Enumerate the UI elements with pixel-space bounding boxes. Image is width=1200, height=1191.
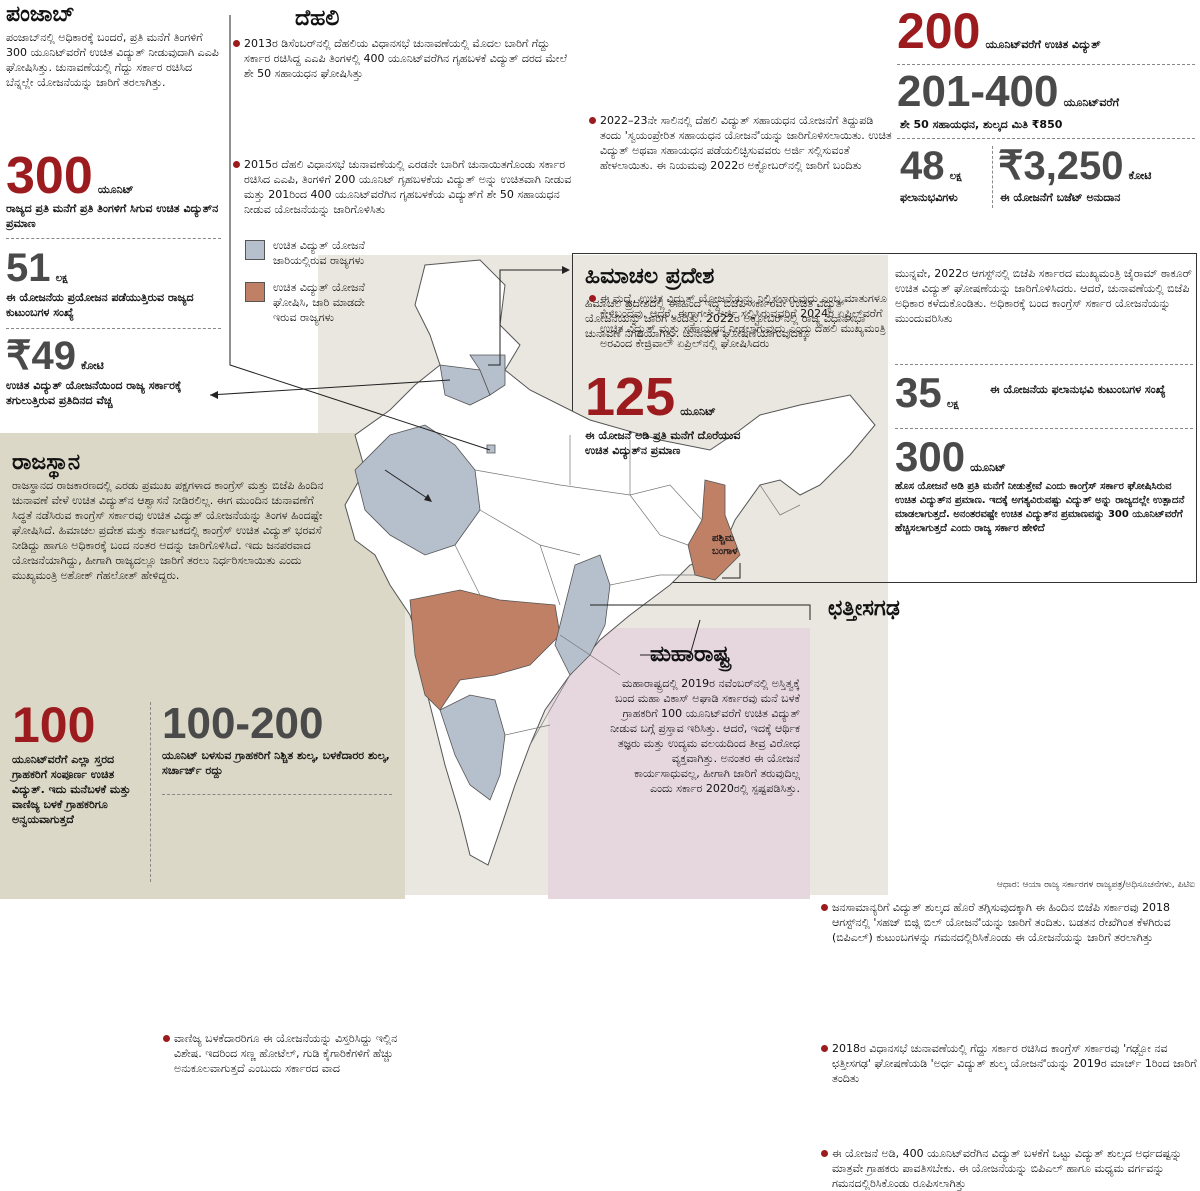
punjab-stat-49: ₹49 ಕೋಟಿ	[6, 336, 104, 376]
rajasthan-title: ರಾಜಸ್ಥಾನ	[12, 450, 81, 475]
delhi-stat3-value: 48	[900, 144, 945, 188]
legend-swatch-announced	[245, 282, 265, 302]
legend-swatch-implemented	[245, 240, 265, 260]
punjab-stat2-caption: ಈ ಯೋಜನೆಯ ಪ್ರಯೋಜನ ಪಡೆಯುತ್ತಿರುವ ರಾಜ್ಯದ ಕುಟ…	[6, 291, 194, 319]
himachal-stat-35: 35 ಲಕ್ಷ	[895, 372, 959, 414]
punjab-stat3-unit: ಕೋಟಿ	[81, 359, 104, 372]
divider	[897, 64, 1195, 65]
himachal-stat2-caption: ಈ ಯೋಜನೆಯ ಫಲಾನುಭವಿ ಕುಟುಂಬಗಳ ಸಂಖ್ಯೆ	[990, 383, 1166, 396]
punjab-title: ಪಂಜಾಬ್	[6, 2, 75, 27]
divider	[895, 428, 1193, 429]
divider	[6, 238, 221, 239]
punjab-stat1-value: 300	[6, 147, 93, 205]
map-state-karnataka	[439, 694, 506, 801]
chhattisgarh-bullet-1: ಜನಸಾಮಾನ್ಯರಿಗೆ ವಿದ್ಯುತ್ ಶುಲ್ಕದ ಹೊರೆ ತಗ್ಗಿ…	[820, 900, 1200, 945]
india-map	[344, 259, 876, 866]
himachal-body-2: ಮುನ್ನವೇ, 2022ರ ಆಗಸ್ಟ್‌ನಲ್ಲಿ ಬಿಜೆಪಿ ಸರ್ಕಾ…	[895, 267, 1192, 325]
source-credit: ಆಧಾರ: ಆಯಾ ರಾಜ್ಯ ಸರ್ಕಾರಗಳ ರಾಜ್ಯಪತ್ರ/ಅಧಿಸೂ…	[996, 880, 1195, 890]
map-state-west-bengal	[687, 479, 741, 581]
chhattisgarh-bullet-2: 2018ರ ವಿಧಾನಸಭೆ ಚುನಾವಣೆಯಲ್ಲಿ ಗೆದ್ದು ಸರ್ಕಾ…	[820, 1041, 1200, 1086]
divider	[150, 702, 151, 882]
delhi-stat4-value: ₹3,250	[998, 144, 1124, 188]
divider	[162, 794, 392, 795]
maharashtra-title: ಮಹಾರಾಷ್ಟ್ರ	[650, 642, 731, 667]
divider	[6, 328, 221, 329]
delhi-stat2-caption: ಶೇ 50 ಸಹಾಯಧನ, ಶುಲ್ಕದ ಮಿತಿ ₹850	[900, 118, 1063, 131]
maharashtra-panel	[548, 628, 810, 899]
himachal-stat1-caption: ಈ ಯೋಜನೆ ಅಡಿ ಪ್ರತಿ ಮನೆಗೆ ದೊರೆಯುವ ಉಚಿತ ವಿದ…	[585, 429, 741, 457]
west-bengal-label: ಪಶ್ಚಿಮ ಬಂಗಾಳ	[712, 533, 738, 557]
himachal-stat-125: 125 ಯೂನಿಟ್	[585, 370, 716, 424]
delhi-bullet-2: 2015ರ ದೆಹಲಿ ವಿಧಾನಸಭೆ ಚುನಾವಣೆಯಲ್ಲಿ ಎರಡನೇ …	[232, 157, 574, 217]
map-state-punjab	[439, 364, 491, 406]
legend-item-1: ಉಚಿತ ವಿದ್ಯುತ್ ಯೋಜನೆ ಜಾರಿಯಲ್ಲಿರುವ ರಾಜ್ಯಗಳ…	[273, 239, 365, 267]
map-state-maharashtra	[409, 589, 561, 711]
himachal-stat1-value: 125	[585, 367, 676, 427]
delhi-stat1-value: 200	[897, 3, 981, 59]
legend: ಉಚಿತ ವಿದ್ಯುತ್ ಯೋಜನೆ ಜಾರಿಯಲ್ಲಿರುವ ರಾಜ್ಯಗಳ…	[245, 238, 395, 325]
himachal-stat-300: 300 ಯೂನಿಟ್	[895, 436, 1006, 478]
punjab-stat3-caption: ಉಚಿತ ವಿದ್ಯುತ್ ಯೋಜನೆಯಿಂದ ರಾಜ್ಯ ಸರ್ಕಾರಕ್ಕೆ…	[6, 379, 182, 407]
punjab-body: ಪಂಜಾಬ್‌ನಲ್ಲಿ ಅಧಿಕಾರಕ್ಕೆ ಬಂದರೆ, ಪ್ರತಿ ಮನೆ…	[6, 31, 219, 89]
divider	[895, 364, 1193, 365]
rajasthan-panel	[0, 433, 405, 899]
divider	[992, 146, 993, 208]
delhi-bullet-4: ಈ ಮಧ್ಯೆ, ಉಚಿತ ವಿದ್ಯುತ್ ಯೋಜನೆಯನ್ನು ನಿಲ್ಲಿ…	[588, 291, 895, 351]
delhi-stat3-caption: ಫಲಾನುಭವಿಗಳು	[900, 191, 958, 204]
divider	[897, 138, 1195, 139]
map-state-borders	[454, 435, 801, 746]
rajasthan-stat2-caption: ಯೂನಿಟ್ ಬಳಸುವ ಗ್ರಾಹಕರಿಗೆ ನಿಶ್ಚಿತ ಶುಲ್ಕ, ಬ…	[162, 749, 390, 777]
punjab-stat1-unit: ಯೂನಿಟ್	[97, 183, 134, 196]
himachal-stat3-unit: ಯೂನಿಟ್	[970, 461, 1006, 474]
leader-lines	[209, 15, 811, 656]
himachal-stat2-unit: ಲಕ್ಷ	[946, 399, 959, 410]
rajasthan-body: ರಾಜಸ್ಥಾನದ ರಾಜಕಾರಣದಲ್ಲಿ ಎರಡು ಪ್ರಮುಖ ಪಕ್ಷಗ…	[12, 479, 324, 582]
delhi-stat-201-400: 201-400 ಯೂನಿಟ್‌ವರೆಗೆ	[897, 70, 1197, 114]
delhi-bullet-3: 2022–23ನೇ ಸಾಲಿನಲ್ಲಿ ದೆಹಲಿ ವಿದ್ಯುತ್ ಸಹಾಯಧ…	[588, 113, 895, 173]
himachal-stat3-value: 300	[895, 433, 966, 480]
legend-item-2: ಉಚಿತ ವಿದ್ಯುತ್ ಯೋಜನೆ ಘೋಷಿಸಿ, ಜಾರಿ ಮಾಡದೇ ಇ…	[273, 281, 365, 324]
rajasthan-stat1-value: 100	[12, 697, 96, 753]
himachal-stat1-unit: ಯೂನಿಟ್	[680, 405, 716, 418]
chhattisgarh-bullet-3: ಈ ಯೋಜನೆ ಅಡಿ, 400 ಯೂನಿಟ್‌ವರೆಗಿನ ವಿದ್ಯುತ್ …	[820, 1146, 1200, 1191]
rajasthan-stat2-value: 100-200	[162, 699, 324, 748]
rajasthan-note: ವಾಣಿಜ್ಯ ಬಳಕೆದಾರರಿಗೂ ಈ ಯೋಜನೆಯನ್ನು ವಿಸ್ತರಿ…	[162, 1031, 404, 1076]
rajasthan-stat1-caption: ಯೂನಿಟ್‌ವರೆಗೆ ಎಲ್ಲಾ ಸ್ತರದ ಗ್ರಾಹಕರಿಗೆ ಸಂಪೂ…	[12, 753, 131, 826]
himachal-title: ಹಿಮಾಚಲ ಪ್ರದೇಶ	[585, 264, 715, 289]
delhi-stat-200: 200 ಯೂನಿಟ್‌ವರೆಗೆ ಉಚಿತ ವಿದ್ಯುತ್	[897, 6, 1197, 56]
delhi-stat-3250: ₹3,250 ಕೋಟಿ	[998, 146, 1198, 186]
delhi-stat4-unit: ಕೋಟಿ	[1128, 169, 1152, 182]
punjab-stat-51: 51 ಲಕ್ಷ	[6, 248, 68, 288]
delhi-stat2-unit: ಯೂನಿಟ್‌ವರೆಗೆ	[1063, 96, 1119, 109]
chhattisgarh-title: ಛತ್ತೀಸಗಢ	[828, 596, 900, 621]
delhi-bullet-1: 2013ರ ಡಿಸೆಂಬರ್‌ನಲ್ಲಿ ದೆಹಲಿಯ ವಿಧಾನಸಭೆ ಚುನ…	[232, 36, 574, 81]
delhi-stat3-unit: ಲಕ್ಷ	[949, 171, 962, 182]
punjab-stat-300: 300 ಯೂನಿಟ್	[6, 150, 134, 202]
punjab-stat1-caption: ರಾಜ್ಯದ ಪ್ರತಿ ಮನೆಗೆ ಪ್ರತಿ ತಿಂಗಳಿಗೆ ಸಿಗುವ …	[6, 202, 219, 230]
maharashtra-body: ಮಹಾರಾಷ್ಟ್ರದಲ್ಲಿ 2019ರ ನವೆಂಬರ್‌ನಲ್ಲಿ ಅಸ್ತ…	[610, 677, 800, 795]
map-state-delhi	[486, 444, 496, 454]
delhi-stat4-caption: ಈ ಯೋಜನೆಗೆ ಬಜೆಟ್ ಅನುದಾನ	[1000, 191, 1121, 204]
himachal-body: ಹಿಮಾಚಲ ಪ್ರದೇಶದಲ್ಲಿ ಈ ಹಿಂದೆ ಇದ್ದ ಬಿಜೆಪಿ ಸ…	[585, 297, 866, 340]
himachal-stat2-value: 35	[895, 369, 942, 416]
delhi-stat-48: 48 ಲಕ್ಷ	[900, 146, 962, 186]
delhi-stat2-value: 201-400	[897, 67, 1059, 116]
himachal-stat3-caption: ಹೊಸ ಯೋಜನೆ ಅಡಿ ಪ್ರತಿ ಮನೆಗೆ ನೀಡುತ್ತೇವೆ ಎಂದ…	[895, 481, 1185, 534]
punjab-stat2-value: 51	[6, 246, 51, 290]
delhi-title: ದೆಹಲಿ	[295, 6, 340, 31]
delhi-stat1-unit: ಯೂನಿಟ್‌ವರೆಗೆ ಉಚಿತ ವಿದ್ಯುತ್	[985, 38, 1101, 51]
punjab-stat2-unit: ಲಕ್ಷ	[55, 273, 68, 284]
punjab-stat3-value: ₹49	[6, 334, 76, 378]
